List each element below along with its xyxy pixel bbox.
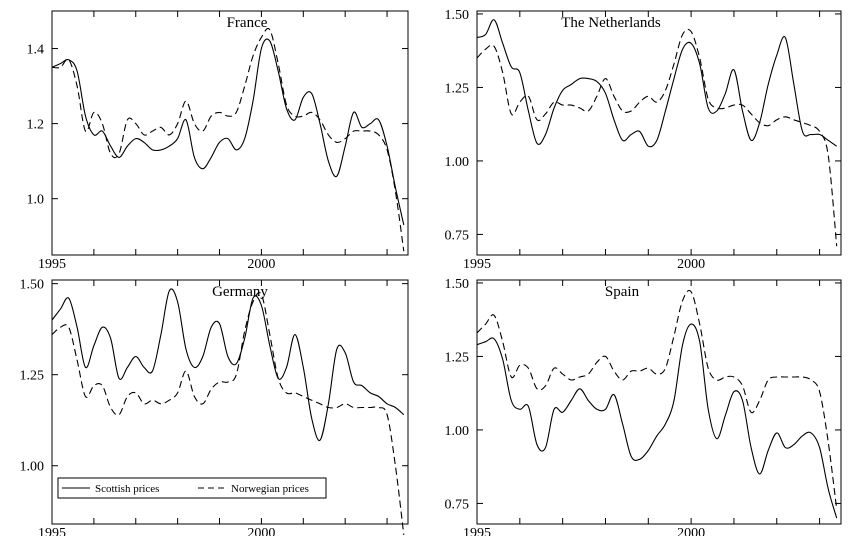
y-tick-label: 1.50 bbox=[445, 8, 470, 23]
x-tick-label: 1995 bbox=[463, 257, 491, 272]
series-line-scottish-prices bbox=[476, 19, 838, 148]
panel-germany: 1.00 1.25 1.50 1995 2000 Germany Scottish pric… bbox=[20, 278, 409, 536]
y-tick-label: 1.25 bbox=[445, 81, 470, 96]
series-line-scottish-prices bbox=[51, 288, 405, 442]
y-tick-label: 1.00 bbox=[445, 155, 470, 170]
panel-spain: 0.75 1.00 1.25 1.50 1995 2000 Spain bbox=[445, 277, 842, 536]
panel-france: 1.0 1.2 1.4 1995 2000 France bbox=[27, 10, 409, 272]
panel-title: The Netherlands bbox=[561, 15, 661, 31]
panel-the-netherlands: 0.75 1.00 1.25 1.50 1995 2000 The Netherlands bbox=[445, 8, 842, 272]
x-tick-label: 2000 bbox=[677, 526, 705, 536]
panel-frame bbox=[51, 10, 409, 256]
panel-title: Spain bbox=[605, 284, 640, 300]
y-tick-label: 1.50 bbox=[445, 277, 470, 292]
panel-frame bbox=[476, 279, 842, 525]
panel-frame bbox=[476, 10, 842, 256]
series-line-norwegian-prices bbox=[476, 289, 838, 510]
x-tick-label: 1995 bbox=[463, 526, 491, 536]
panel-frame bbox=[51, 279, 409, 525]
y-tick-label: 1.00 bbox=[445, 424, 470, 439]
x-tick-label: 2000 bbox=[677, 257, 705, 272]
legend-label: Scottish prices bbox=[95, 483, 159, 495]
series-line-norwegian-prices bbox=[51, 27, 405, 252]
y-tick-label: 1.25 bbox=[20, 369, 45, 384]
legend-label: Norwegian prices bbox=[231, 483, 309, 495]
y-tick-label: 0.75 bbox=[445, 497, 470, 512]
y-tick-label: 1.2 bbox=[27, 118, 45, 133]
legend: Scottish prices Norwegian prices bbox=[57, 477, 327, 499]
x-tick-label: 2000 bbox=[247, 257, 275, 272]
y-tick-label: 1.00 bbox=[20, 460, 45, 475]
legend-box bbox=[57, 477, 327, 499]
x-tick-label: 1995 bbox=[38, 257, 66, 272]
series-line-norwegian-prices bbox=[51, 292, 405, 535]
series-line-scottish-prices bbox=[51, 38, 405, 226]
series-line-norwegian-prices bbox=[476, 28, 838, 247]
x-tick-label: 2000 bbox=[247, 526, 275, 536]
panel-title: Germany bbox=[212, 284, 268, 300]
x-tick-label: 1995 bbox=[38, 526, 66, 536]
y-tick-label: 1.25 bbox=[445, 350, 470, 365]
y-tick-label: 1.4 bbox=[27, 43, 45, 58]
series-line-scottish-prices bbox=[476, 323, 838, 519]
y-tick-label: 1.50 bbox=[20, 278, 45, 293]
y-tick-label: 1.0 bbox=[27, 193, 45, 208]
panel-title: France bbox=[227, 15, 268, 31]
y-tick-label: 0.75 bbox=[445, 228, 470, 243]
